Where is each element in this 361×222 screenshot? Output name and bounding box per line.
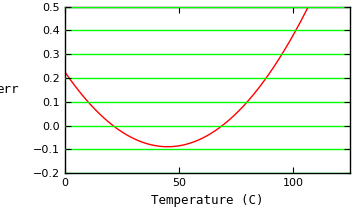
X-axis label: Temperature (C): Temperature (C) <box>151 194 264 207</box>
Y-axis label: err: err <box>0 83 19 96</box>
